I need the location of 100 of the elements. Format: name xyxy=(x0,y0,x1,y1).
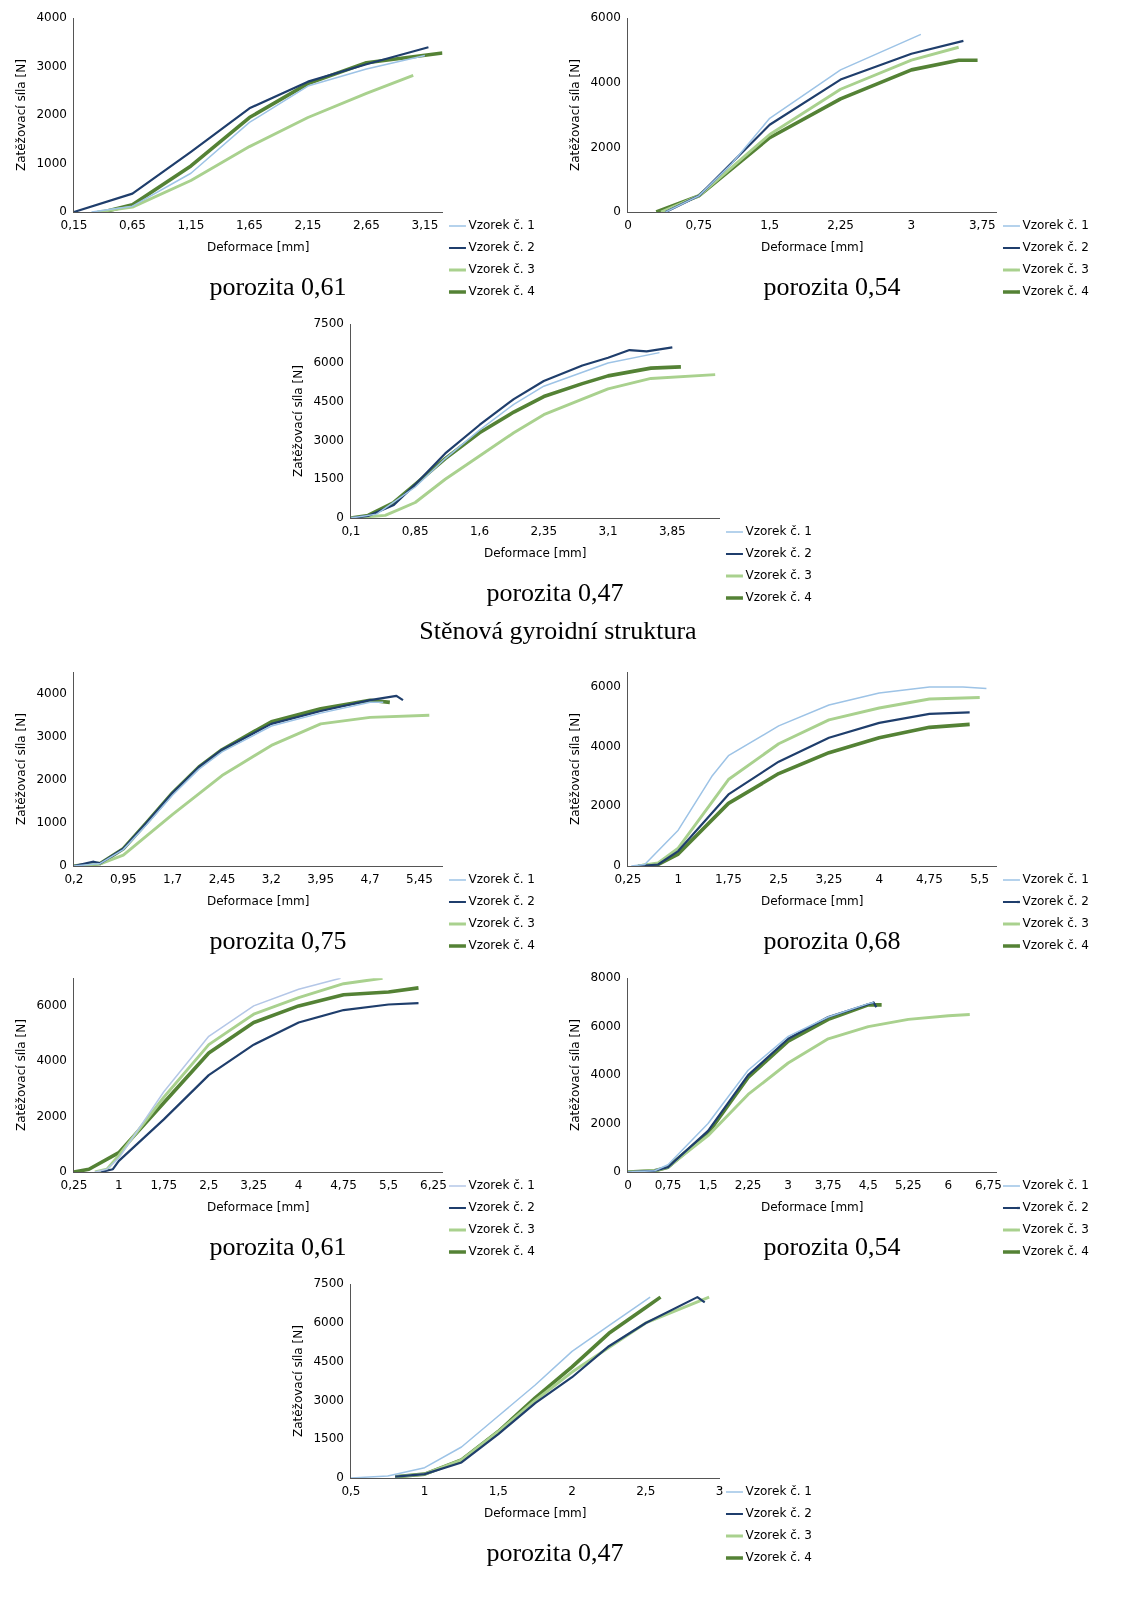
x-tick-label: 2,65 xyxy=(353,218,380,233)
legend-label: Vzorek č. 4 xyxy=(1022,284,1089,299)
x-tick-label: 5,5 xyxy=(378,1178,399,1193)
x-tick-label: 4 xyxy=(875,872,884,887)
y-tick-label: 2000 xyxy=(590,1115,621,1130)
y-tick-label: 4000 xyxy=(36,10,67,25)
x-tick-label: 4,7 xyxy=(360,872,380,887)
legend-label: Vzorek č. 1 xyxy=(1022,218,1089,233)
text: porozita 0,75 xyxy=(209,926,347,956)
y-axis-title: Zatěžovací síla [N] xyxy=(14,59,29,172)
x-axis-title: Deformace [mm] xyxy=(760,239,864,254)
y-tick-label: 1500 xyxy=(313,1431,344,1446)
y-tick-label: 3000 xyxy=(36,728,67,743)
x-tick-label: 3,1 xyxy=(598,524,618,539)
legend-label: Vzorek č. 3 xyxy=(468,262,535,277)
x-tick-label: 2,35 xyxy=(530,524,558,539)
x-tick-label: 0,75 xyxy=(654,1178,682,1193)
x-tick-label: 0,1 xyxy=(341,524,361,539)
legend-label: Vzorek č. 2 xyxy=(468,894,535,909)
x-tick-label: 1 xyxy=(674,872,683,887)
y-tick-label: 4000 xyxy=(36,1053,67,1068)
y-tick-label: 0 xyxy=(613,1164,621,1179)
legend-label: Vzorek č. 1 xyxy=(468,872,535,887)
x-axis-title: Deformace [mm] xyxy=(206,1199,310,1214)
x-tick-label: 1,5 xyxy=(488,1484,508,1499)
legend-label: Vzorek č. 1 xyxy=(745,1484,812,1499)
legend-label: Vzorek č. 3 xyxy=(745,1528,812,1543)
y-tick-label: 2000 xyxy=(36,771,67,786)
x-tick-label: 4,75 xyxy=(916,872,943,887)
x-tick-label: 6,75 xyxy=(975,1178,1002,1193)
x-tick-label: 0,65 xyxy=(119,218,146,233)
y-axis-title: Zatěžovací síla [N] xyxy=(291,365,306,478)
x-tick-label: 2,5 xyxy=(199,1178,219,1193)
x-tick-label: 5,45 xyxy=(406,872,433,887)
legend-label: Vzorek č. 3 xyxy=(1022,1222,1089,1237)
legend-label: Vzorek č. 3 xyxy=(468,1222,535,1237)
y-tick-label: 2000 xyxy=(36,107,67,122)
y-tick-label: 0 xyxy=(336,510,344,525)
text: porozita 0,68 xyxy=(763,926,901,956)
legend-label: Vzorek č. 1 xyxy=(1022,1178,1089,1193)
y-tick-label: 0 xyxy=(59,1164,67,1179)
x-tick-label: 1,5 xyxy=(760,218,780,233)
x-axis-title: Deformace [mm] xyxy=(206,893,310,908)
y-tick-label: 6000 xyxy=(313,1315,344,1330)
legend-label: Vzorek č. 4 xyxy=(468,938,535,953)
y-tick-label: 1000 xyxy=(36,815,67,830)
legend-label: Vzorek č. 4 xyxy=(468,1244,535,1259)
x-tick-label: 0,75 xyxy=(685,218,713,233)
x-tick-label: 3,75 xyxy=(814,1178,842,1193)
x-tick-label: 0,5 xyxy=(341,1484,361,1499)
y-tick-label: 6000 xyxy=(590,679,621,694)
x-tick-label: 2,45 xyxy=(208,872,236,887)
x-tick-label: 3,25 xyxy=(815,872,843,887)
y-tick-label: 2000 xyxy=(590,798,621,813)
x-tick-label: 0 xyxy=(624,1178,632,1193)
x-tick-label: 1 xyxy=(115,1178,123,1193)
legend-label: Vzorek č. 2 xyxy=(1022,240,1089,255)
y-tick-label: 1500 xyxy=(313,471,344,486)
x-tick-label: 1,6 xyxy=(469,524,490,539)
x-tick-label: 1,75 xyxy=(150,1178,178,1193)
y-tick-label: 4000 xyxy=(590,74,621,89)
y-axis-title: Zatěžovací síla [N] xyxy=(568,1019,583,1132)
x-tick-label: 0,25 xyxy=(614,872,642,887)
x-tick-label: 5,25 xyxy=(894,1178,922,1193)
x-tick-label: 2,5 xyxy=(636,1484,656,1499)
y-axis-title: Zatěžovací síla [N] xyxy=(568,713,583,826)
x-tick-label: 4,5 xyxy=(858,1178,878,1193)
y-tick-label: 6000 xyxy=(590,1018,621,1033)
y-axis-title: Zatěžovací síla [N] xyxy=(14,1019,29,1132)
y-tick-label: 8000 xyxy=(590,970,621,985)
y-tick-label: 4000 xyxy=(590,1067,621,1082)
x-axis-title: Deformace [mm] xyxy=(483,1505,587,1520)
x-tick-label: 3 xyxy=(784,1178,792,1193)
y-axis-title: Zatěžovací síla [N] xyxy=(14,713,29,826)
y-tick-label: 6000 xyxy=(313,355,344,370)
x-tick-label: 0,85 xyxy=(401,524,429,539)
x-tick-label: 2,15 xyxy=(294,218,322,233)
y-tick-label: 6000 xyxy=(36,998,67,1013)
y-tick-label: 2000 xyxy=(36,1108,67,1123)
y-tick-label: 3000 xyxy=(313,432,344,447)
y-tick-label: 4500 xyxy=(313,393,344,408)
y-tick-label: 0 xyxy=(336,1470,344,1485)
x-axis-title: Deformace [mm] xyxy=(206,239,310,254)
x-tick-label: 5,5 xyxy=(970,872,990,887)
text: porozita 0,47 xyxy=(486,578,624,608)
y-tick-label: 2000 xyxy=(590,139,621,154)
legend-label: Vzorek č. 4 xyxy=(745,590,812,605)
y-tick-label: 1000 xyxy=(36,155,67,170)
x-tick-label: 3 xyxy=(715,1484,724,1499)
x-tick-label: 1,7 xyxy=(163,872,183,887)
x-tick-label: 2,25 xyxy=(827,218,854,233)
text: porozita 0,54 xyxy=(763,1232,901,1262)
legend-label: Vzorek č. 2 xyxy=(468,1200,535,1215)
legend-label: Vzorek č. 1 xyxy=(745,524,812,539)
x-tick-label: 6,25 xyxy=(420,1178,447,1193)
text: porozita 0,54 xyxy=(763,272,901,302)
legend-label: Vzorek č. 2 xyxy=(745,546,812,561)
x-axis-title: Deformace [mm] xyxy=(760,893,864,908)
text: porozita 0,61 xyxy=(209,1232,347,1262)
legend-label: Vzorek č. 3 xyxy=(1022,916,1089,931)
